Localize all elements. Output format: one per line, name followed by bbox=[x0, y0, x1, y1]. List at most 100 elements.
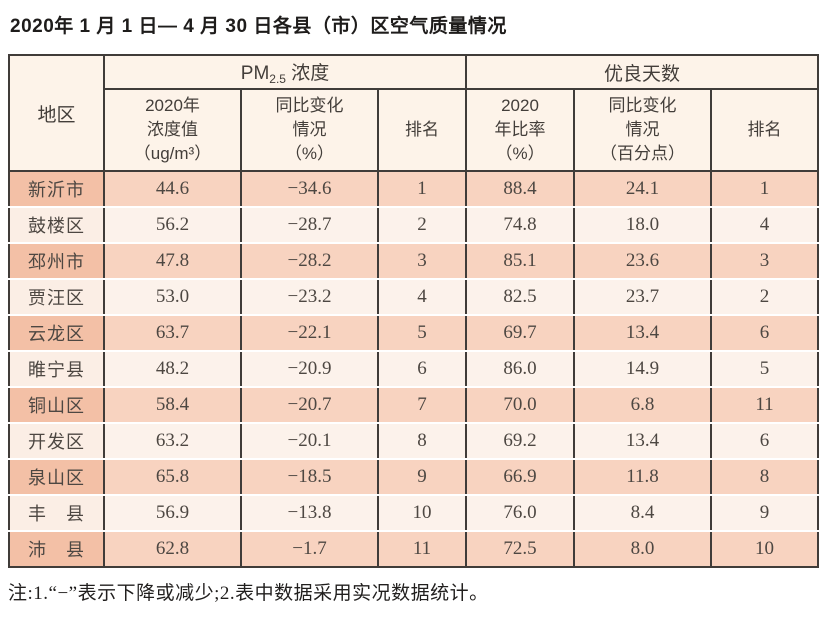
ratio-cell: 76.0 bbox=[466, 495, 576, 532]
header-group-row: 地区 PM2.5 浓度 优良天数 bbox=[9, 55, 819, 172]
ratio-change-cell: 8.0 bbox=[574, 531, 713, 567]
pm-value-cell: 48.2 bbox=[104, 351, 242, 388]
pm-rank-cell: 9 bbox=[378, 459, 468, 496]
region-cell: 鼓楼区 bbox=[9, 207, 105, 244]
air-quality-table: 地区 PM2.5 浓度 优良天数 2020年 浓度值 （ug/m³） 同比变化 … bbox=[8, 54, 820, 568]
ratio-change-cell: 24.1 bbox=[574, 171, 713, 208]
pm-rank-cell: 6 bbox=[378, 351, 468, 388]
rank-cell: 1 bbox=[711, 171, 819, 208]
ratio-cell: 66.9 bbox=[466, 459, 576, 496]
pm-value-cell: 63.2 bbox=[104, 423, 242, 460]
pm-label-prefix: PM bbox=[240, 63, 270, 84]
pm-value-cell: 58.4 bbox=[104, 387, 242, 424]
rank-cell: 9 bbox=[711, 495, 819, 532]
col-header-region: 地区 bbox=[9, 55, 105, 172]
table-row: 开发区 63.2 −20.1 8 69.2 13.4 6 bbox=[9, 423, 819, 460]
pm-value-cell: 63.7 bbox=[104, 315, 242, 352]
rank-cell: 11 bbox=[711, 387, 819, 424]
col-header-good-rank: 排名 bbox=[711, 89, 819, 172]
rank-cell: 6 bbox=[711, 423, 819, 460]
rank-cell: 10 bbox=[711, 531, 819, 567]
region-cell: 沛 县 bbox=[9, 531, 105, 567]
region-cell: 云龙区 bbox=[9, 315, 105, 352]
rank-cell: 3 bbox=[711, 243, 819, 280]
ratio-cell: 70.0 bbox=[466, 387, 576, 424]
rank-cell: 2 bbox=[711, 279, 819, 316]
pm-rank-cell: 10 bbox=[378, 495, 468, 532]
pm-value-cell: 62.8 bbox=[104, 531, 242, 567]
col-header-pm-value: 2020年 浓度值 （ug/m³） bbox=[104, 89, 242, 172]
ratio-cell: 74.8 bbox=[466, 207, 576, 244]
ratio-change-cell: 14.9 bbox=[574, 351, 713, 388]
table-row: 云龙区 63.7 −22.1 5 69.7 13.4 6 bbox=[9, 315, 819, 352]
page-title: 2020年 1 月 1 日— 4 月 30 日各县（市）区空气质量情况 bbox=[10, 16, 507, 37]
pm-change-cell: −23.2 bbox=[241, 279, 379, 316]
ratio-change-cell: 23.7 bbox=[574, 279, 713, 316]
col-header-good-ratio: 2020 年比率 （%） bbox=[466, 89, 576, 172]
table-body: 新沂市 44.6 −34.6 1 88.4 24.1 1 鼓楼区 56.2 −2… bbox=[9, 171, 819, 567]
region-cell: 邳州市 bbox=[9, 243, 105, 280]
pm-value-cell: 65.8 bbox=[104, 459, 242, 496]
ratio-cell: 85.1 bbox=[466, 243, 576, 280]
pm-rank-cell: 8 bbox=[378, 423, 468, 460]
pm-value-cell: 47.8 bbox=[104, 243, 242, 280]
footnote: 注:1.“−”表示下降或减少;2.表中数据采用实况数据统计。 bbox=[8, 583, 489, 604]
pm-change-cell: −1.7 bbox=[241, 531, 379, 567]
pm-rank-cell: 7 bbox=[378, 387, 468, 424]
pm-change-cell: −20.9 bbox=[241, 351, 379, 388]
table-row: 鼓楼区 56.2 −28.7 2 74.8 18.0 4 bbox=[9, 207, 819, 244]
region-cell: 丰 县 bbox=[9, 495, 105, 532]
pm-rank-cell: 1 bbox=[378, 171, 468, 208]
ratio-change-cell: 13.4 bbox=[574, 315, 713, 352]
ratio-change-cell: 8.4 bbox=[574, 495, 713, 532]
col-group-good-days: 优良天数 bbox=[466, 55, 819, 90]
ratio-cell: 72.5 bbox=[466, 531, 576, 567]
pm-change-cell: −28.2 bbox=[241, 243, 379, 280]
pm-value-cell: 44.6 bbox=[104, 171, 242, 208]
col-header-pm-change: 同比变化 情况 （%） bbox=[241, 89, 379, 172]
col-header-pm-rank: 排名 bbox=[378, 89, 468, 172]
ratio-change-cell: 13.4 bbox=[574, 423, 713, 460]
header-sub-row: 2020年 浓度值 （ug/m³） 同比变化 情况 （%） 排名 2020 年比… bbox=[9, 89, 819, 172]
pm-value-cell: 53.0 bbox=[104, 279, 242, 316]
region-cell: 开发区 bbox=[9, 423, 105, 460]
table-row: 新沂市 44.6 −34.6 1 88.4 24.1 1 bbox=[9, 171, 819, 208]
table-row: 睢宁县 48.2 −20.9 6 86.0 14.9 5 bbox=[9, 351, 819, 388]
pm-change-cell: −13.8 bbox=[241, 495, 379, 532]
pm-rank-cell: 4 bbox=[378, 279, 468, 316]
ratio-cell: 82.5 bbox=[466, 279, 576, 316]
col-group-pm25: PM2.5 浓度 bbox=[104, 55, 468, 90]
region-cell: 睢宁县 bbox=[9, 351, 105, 388]
table-row: 沛 县 62.8 −1.7 11 72.5 8.0 10 bbox=[9, 531, 819, 567]
rank-cell: 8 bbox=[711, 459, 819, 496]
ratio-change-cell: 18.0 bbox=[574, 207, 713, 244]
pm-change-cell: −34.6 bbox=[241, 171, 379, 208]
pm-value-cell: 56.2 bbox=[104, 207, 242, 244]
rank-cell: 5 bbox=[711, 351, 819, 388]
region-cell: 新沂市 bbox=[9, 171, 105, 208]
rank-cell: 6 bbox=[711, 315, 819, 352]
rank-cell: 4 bbox=[711, 207, 819, 244]
table-header: 地区 PM2.5 浓度 优良天数 2020年 浓度值 （ug/m³） 同比变化 … bbox=[9, 55, 819, 172]
pm-rank-cell: 2 bbox=[378, 207, 468, 244]
ratio-change-cell: 23.6 bbox=[574, 243, 713, 280]
pm-change-cell: −22.1 bbox=[241, 315, 379, 352]
ratio-cell: 69.7 bbox=[466, 315, 576, 352]
pm-rank-cell: 3 bbox=[378, 243, 468, 280]
ratio-change-cell: 6.8 bbox=[574, 387, 713, 424]
pm-change-cell: −20.1 bbox=[241, 423, 379, 460]
table-row: 贾汪区 53.0 −23.2 4 82.5 23.7 2 bbox=[9, 279, 819, 316]
pm-change-cell: −20.7 bbox=[241, 387, 379, 424]
ratio-cell: 86.0 bbox=[466, 351, 576, 388]
table-row: 邳州市 47.8 −28.2 3 85.1 23.6 3 bbox=[9, 243, 819, 280]
pm-change-cell: −28.7 bbox=[241, 207, 379, 244]
pm-label-suffix: 浓度 bbox=[285, 63, 330, 84]
region-cell: 铜山区 bbox=[9, 387, 105, 424]
col-header-good-change: 同比变化 情况 （百分点） bbox=[574, 89, 713, 172]
table-row: 铜山区 58.4 −20.7 7 70.0 6.8 11 bbox=[9, 387, 819, 424]
table-row: 泉山区 65.8 −18.5 9 66.9 11.8 8 bbox=[9, 459, 819, 496]
region-cell: 贾汪区 bbox=[9, 279, 105, 316]
ratio-cell: 69.2 bbox=[466, 423, 576, 460]
pm-rank-cell: 5 bbox=[378, 315, 468, 352]
ratio-change-cell: 11.8 bbox=[574, 459, 713, 496]
